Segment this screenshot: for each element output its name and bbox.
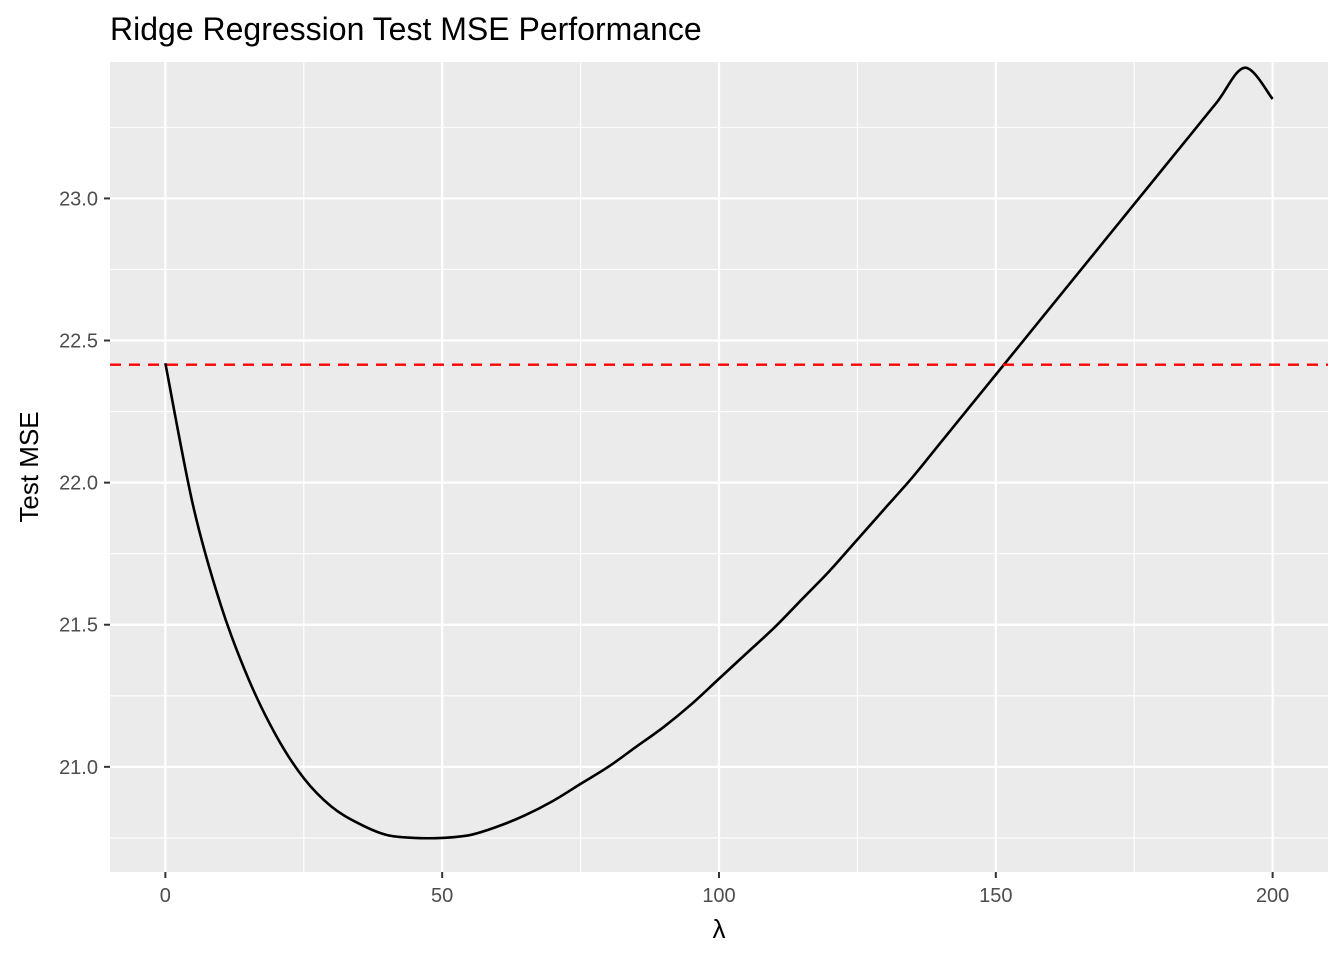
x-axis: 0 50 100 150 200 — [160, 872, 1289, 907]
x-tick-label: 50 — [431, 885, 453, 907]
y-tick-label: 22.0 — [59, 473, 98, 495]
chart-title: Ridge Regression Test MSE Performance — [110, 11, 702, 47]
x-tick-label: 200 — [1256, 885, 1289, 907]
test-mse-curve — [164, 66, 1274, 840]
series-layer — [164, 66, 1274, 840]
y-tick-label: 23.0 — [59, 188, 98, 210]
y-tick-label: 21.0 — [59, 757, 98, 779]
x-tick-label: 150 — [979, 885, 1012, 907]
x-tick-label: 100 — [702, 885, 735, 907]
x-tick-label: 0 — [160, 885, 171, 907]
y-axis-title: Test MSE — [14, 411, 44, 522]
y-tick-label: 21.5 — [59, 615, 98, 637]
y-tick-label: 22.5 — [59, 331, 98, 353]
y-axis: 21.0 21.5 22.0 22.5 23.0 — [59, 188, 110, 779]
x-axis-title: λ — [713, 914, 726, 944]
major-gridlines — [110, 62, 1328, 872]
